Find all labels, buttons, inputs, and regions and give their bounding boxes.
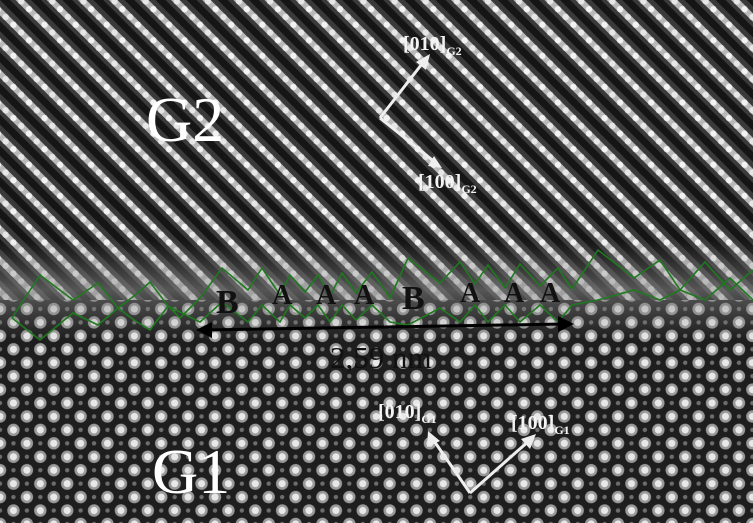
period-scale-arrow bbox=[196, 316, 574, 338]
stacking-letter: A bbox=[460, 278, 481, 309]
g1-100-label: [100]G1 bbox=[511, 413, 570, 436]
period-distance-label: 2,59 nm bbox=[330, 340, 432, 375]
g2-direction-arrows bbox=[378, 54, 442, 168]
stacking-letter: A bbox=[272, 280, 293, 311]
grain-label-g2: G2 bbox=[146, 84, 225, 155]
g1-direction-arrows bbox=[427, 431, 536, 495]
g1-010-index: [010] bbox=[378, 401, 422, 423]
stacking-letter: B bbox=[216, 284, 239, 321]
g2-100-index: [100] bbox=[418, 171, 462, 193]
g1-100-subscript: G1 bbox=[554, 423, 570, 437]
stacking-letter: A bbox=[540, 278, 561, 309]
stacking-letter: A bbox=[504, 278, 525, 309]
g2-100-label: [100]G2 bbox=[418, 172, 477, 195]
g2-100-subscript: G2 bbox=[461, 182, 477, 196]
stacking-letter: A bbox=[316, 280, 337, 311]
g2-010-subscript: G2 bbox=[446, 44, 462, 58]
grain-label-g1: G1 bbox=[152, 436, 231, 507]
g2-010-label: [010]G2 bbox=[403, 34, 462, 57]
interface-band bbox=[0, 240, 753, 340]
g1-010-subscript: G1 bbox=[421, 412, 437, 426]
g1-010-label: [010]G1 bbox=[378, 402, 437, 425]
g2-010-index: [010] bbox=[403, 33, 447, 55]
stacking-letter: A bbox=[354, 280, 375, 311]
g1-100-index: [100] bbox=[511, 412, 555, 434]
boundary-outline bbox=[11, 248, 753, 320]
boundary-outline-lower bbox=[11, 276, 753, 342]
stacking-letter: B bbox=[402, 280, 425, 317]
